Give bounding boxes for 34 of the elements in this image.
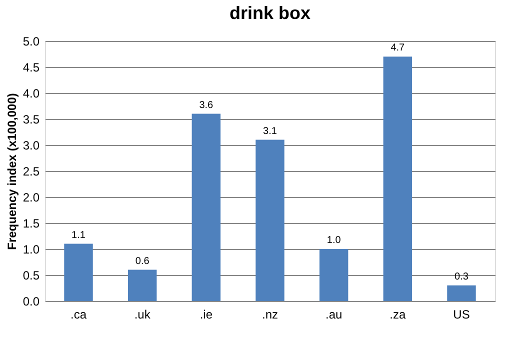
y-tick-label: 4.0 bbox=[22, 86, 40, 100]
bar bbox=[192, 114, 221, 301]
x-tick-label: .uk bbox=[134, 308, 152, 322]
y-tick-label: 1.5 bbox=[22, 216, 40, 230]
data-label: 0.3 bbox=[454, 271, 469, 282]
x-tick-label: .nz bbox=[262, 308, 278, 322]
x-tick-label: .za bbox=[390, 308, 406, 322]
data-label: 4.7 bbox=[390, 42, 406, 54]
x-tick-label: .ie bbox=[200, 308, 213, 322]
bar bbox=[128, 270, 157, 301]
y-tick-label: 0.5 bbox=[22, 268, 40, 282]
chart-title: drink box bbox=[229, 3, 311, 23]
y-tick-label: 1.0 bbox=[22, 242, 40, 256]
y-tick-label: 3.5 bbox=[22, 112, 40, 126]
bar bbox=[256, 140, 284, 301]
x-tick-label: .au bbox=[325, 308, 342, 322]
x-tick-label: .ca bbox=[70, 308, 87, 322]
y-axis-title: Frequency index (x100,000) bbox=[4, 93, 19, 250]
data-label: 1.1 bbox=[72, 230, 86, 241]
data-label: 1.0 bbox=[326, 235, 342, 246]
y-tick-label: 2.5 bbox=[22, 164, 40, 178]
y-tick-label: 3.0 bbox=[22, 138, 40, 152]
data-label: 3.1 bbox=[263, 126, 278, 137]
bar bbox=[64, 244, 93, 301]
bar bbox=[447, 285, 476, 301]
y-tick-label: 0.0 bbox=[22, 294, 40, 308]
y-tick-label: 2.0 bbox=[22, 190, 40, 204]
bar bbox=[319, 249, 348, 301]
y-tick-label: 4.5 bbox=[22, 60, 40, 74]
bar bbox=[383, 56, 412, 301]
data-label: 0.6 bbox=[135, 256, 150, 267]
x-tick-label: US bbox=[453, 308, 470, 322]
y-tick-label: 5.0 bbox=[22, 34, 40, 48]
data-label: 3.6 bbox=[199, 100, 214, 111]
